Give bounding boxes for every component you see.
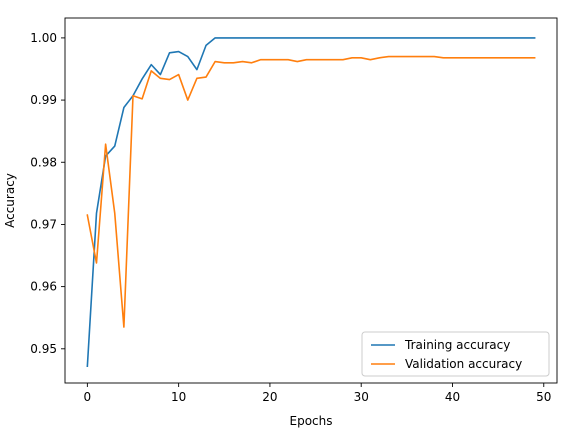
- x-tick-label: 10: [171, 390, 186, 404]
- legend-label-training: Training accuracy: [404, 338, 510, 352]
- y-tick-label: 0.96: [30, 280, 57, 294]
- y-tick-label: 0.97: [30, 217, 57, 231]
- x-tick-label: 0: [84, 390, 92, 404]
- series-line-validation: [86, 55, 536, 328]
- legend-box: [361, 331, 550, 377]
- y-tick-label: 0.98: [30, 155, 57, 169]
- y-tick-label: 0.99: [30, 93, 57, 107]
- plot-frame: [64, 17, 558, 384]
- legend-label-validation: Validation accuracy: [405, 357, 522, 371]
- plot-layer: [86, 37, 536, 368]
- x-tick-label: 20: [262, 390, 277, 404]
- y-axis-label: Accuracy: [3, 173, 17, 228]
- y-tick-label: 1.00: [30, 31, 57, 45]
- x-axis-label: Epochs: [290, 414, 333, 428]
- axes-layer: 0 10 20 30 40 50 0.95 0.96 0.97 0.98 0.99 1.00 Epoch…: [3, 17, 558, 428]
- x-tick-label: 50: [536, 390, 551, 404]
- x-tick-label: 40: [445, 390, 460, 404]
- y-tick-label: 0.95: [30, 342, 57, 356]
- legend: Training accuracy Validation accuracy: [361, 331, 550, 377]
- x-tick-label: 30: [354, 390, 369, 404]
- series-line-training: [86, 37, 536, 368]
